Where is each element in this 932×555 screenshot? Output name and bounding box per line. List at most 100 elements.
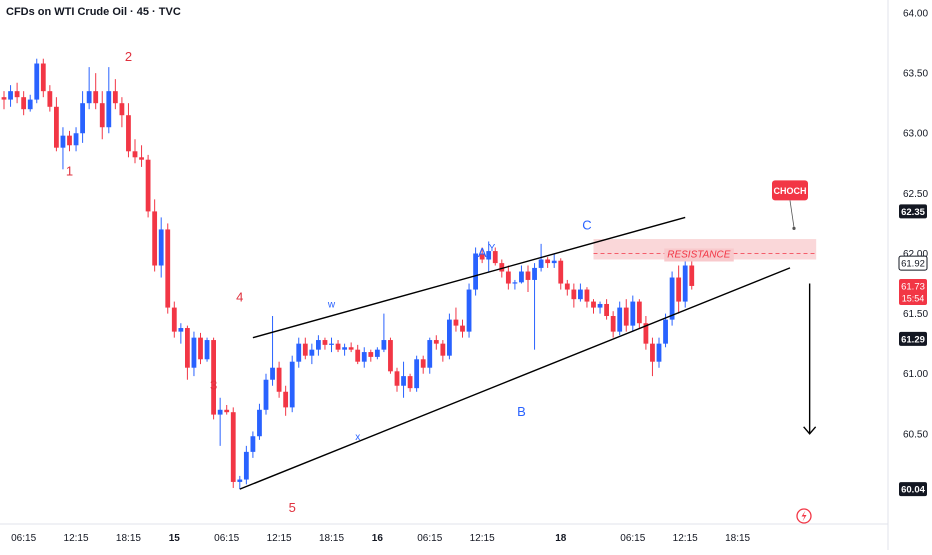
choch-badge[interactable]: CHOCH [772,180,808,230]
price-tick-label: 62.50 [903,189,928,200]
candle-body [532,267,537,280]
candles-group [1,58,695,490]
candle-body [73,133,79,146]
candle-body [558,260,564,284]
candle-body [158,229,164,266]
price-tag-bg [899,278,927,305]
candle-body [538,259,544,268]
price-tick-label: 61.50 [903,309,928,320]
candle-body [67,135,72,146]
candle-body [185,328,190,368]
candle-body [355,349,361,362]
candle-body [14,91,20,98]
candle-body [27,99,33,110]
resistance-group: RESISTANCE [593,239,817,262]
candle-body [132,151,138,158]
candle-body [401,376,406,386]
time-tick-label: 18:15 [116,533,141,544]
time-tick-label: 18:15 [725,533,750,544]
candle-body [519,271,524,283]
candle-body [329,343,334,345]
candle-body [623,307,629,326]
candle-body [381,340,387,350]
candle-body [473,253,478,290]
candle-body [492,251,498,264]
flash-icon[interactable] [796,508,812,524]
time-tick-label: 12:15 [673,533,698,544]
candle-body [591,301,596,308]
candle-body [453,319,459,326]
candle-body [335,343,341,350]
candle-body [368,352,374,357]
time-tick-label: 06:15 [417,533,442,544]
down-arrow-head [803,426,817,435]
candle-body [165,229,171,308]
price-tag-bg [899,482,927,497]
candle-body [119,103,125,116]
candle-body [230,412,236,482]
wave-label: C [582,217,591,232]
candle-body [682,265,688,302]
choch-pointer [789,200,795,228]
candle-body [564,283,570,290]
candle-body [8,91,13,100]
candle-body [21,97,27,110]
price-tag: 62.35 [899,204,927,219]
time-tick-label: 18 [555,533,567,544]
candle-body [676,277,682,302]
trendlines-group [239,216,791,490]
candle-body [525,271,531,280]
candle-body [139,157,144,160]
candle-body [322,340,328,345]
candle-body [302,343,308,356]
time-tick-label: 16 [372,533,384,544]
candle-body [80,103,85,134]
candle-body [99,103,105,128]
time-tick-label: 15 [169,533,181,544]
candle-body [243,451,249,480]
candle-body [309,349,315,356]
candle-body [145,159,151,212]
candle-body [191,337,197,368]
price-tag-value: 60.04 [901,485,925,496]
candle-body [152,211,158,266]
price-tag-value: 61.29 [901,334,925,345]
candle-body [54,106,59,148]
candle-body [289,361,295,408]
wave-label: A [478,245,487,260]
candle-body [276,367,282,392]
price-tag-value: 62.35 [901,207,925,218]
price-tag-value: 61.73 [901,281,925,292]
candle-body [571,289,577,300]
candle-body [669,277,675,320]
candle-body [34,63,40,100]
candle-body [40,63,46,92]
candle-body [486,251,492,260]
candle-body [584,289,590,302]
time-tick-label: 06:15 [620,533,645,544]
price-tick-label: 60.50 [903,429,928,440]
candle-body [407,376,413,389]
candle-body [414,359,420,389]
time-axis[interactable]: 06:15 12:15 18:15 15 06:15 12:15 18:15 16 06:15 1… [11,533,750,544]
price-axis[interactable]: 60.50 61.00 61.50 62.00 62.50 63.00 63.50 64.00… [898,9,928,497]
candle-body [178,328,184,332]
candle-body [224,409,230,413]
candle-body [106,91,112,128]
candle-body [650,343,655,362]
candle-body [316,340,321,350]
choch-pointer-dot [792,226,796,230]
price-tick-label: 61.00 [903,369,928,380]
candle-body [342,347,347,350]
choch-badge-bg [772,180,808,201]
candle-body [296,343,302,362]
time-tick-label: 18:15 [319,533,344,544]
candle-body [263,379,269,410]
candle-body [499,263,505,272]
wave-label: x [355,432,360,443]
resistance-label: RESISTANCE [667,249,730,260]
trendline [252,216,686,339]
candle-body [466,289,472,332]
